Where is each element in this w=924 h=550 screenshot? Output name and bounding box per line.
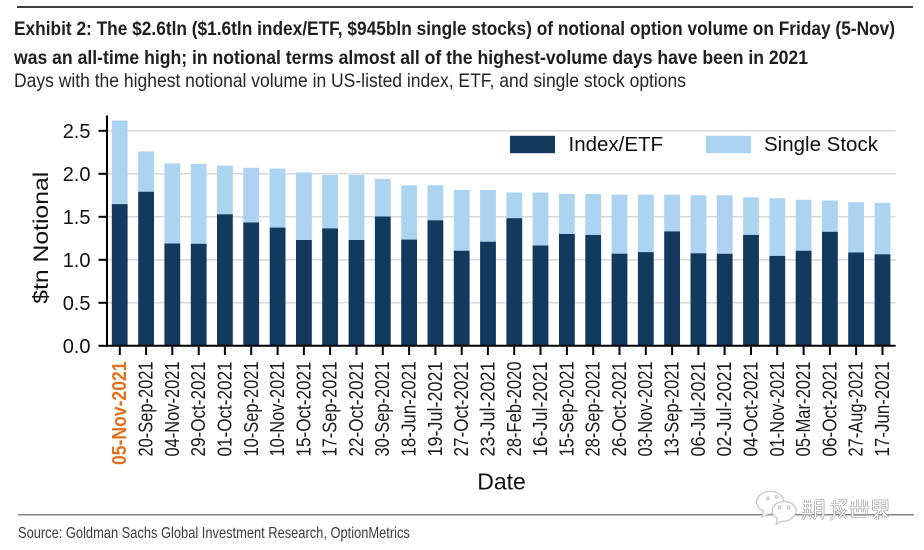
- svg-text:22-Oct-2021: 22-Oct-2021: [346, 362, 368, 457]
- svg-text:10-Nov-2021: 10-Nov-2021: [267, 362, 289, 457]
- svg-text:10-Sep-2021: 10-Sep-2021: [241, 362, 263, 457]
- svg-text:18-Jun-2021: 18-Jun-2021: [399, 362, 421, 457]
- svg-text:16-Jul-2021: 16-Jul-2021: [530, 362, 552, 457]
- svg-text:1.0: 1.0: [63, 250, 91, 272]
- svg-text:06-Jul-2021: 06-Jul-2021: [688, 362, 710, 457]
- svg-text:28-Sep-2021: 28-Sep-2021: [583, 362, 605, 457]
- svg-text:20-Sep-2021: 20-Sep-2021: [136, 362, 158, 457]
- svg-text:05-Nov-2021: 05-Nov-2021: [109, 362, 131, 466]
- svg-text:1.5: 1.5: [63, 207, 91, 229]
- svg-text:0.5: 0.5: [63, 293, 91, 315]
- svg-text:05-Mar-2021: 05-Mar-2021: [793, 362, 815, 457]
- svg-text:15-Oct-2021: 15-Oct-2021: [293, 362, 315, 457]
- svg-text:02-Jul-2021: 02-Jul-2021: [714, 362, 736, 457]
- svg-text:19-Jul-2021: 19-Jul-2021: [425, 362, 447, 457]
- svg-text:04-Nov-2021: 04-Nov-2021: [162, 362, 184, 457]
- svg-text:01-Oct-2021: 01-Oct-2021: [214, 362, 236, 457]
- svg-text:04-Oct-2021: 04-Oct-2021: [741, 362, 763, 457]
- svg-text:30-Sep-2021: 30-Sep-2021: [372, 362, 394, 457]
- svg-text:17-Sep-2021: 17-Sep-2021: [320, 362, 342, 457]
- svg-text:2.5: 2.5: [63, 121, 91, 143]
- svg-text:2.0: 2.0: [63, 164, 91, 186]
- svg-text:29-Oct-2021: 29-Oct-2021: [188, 362, 210, 457]
- svg-text:Date: Date: [477, 469, 526, 495]
- svg-text:06-Oct-2021: 06-Oct-2021: [819, 362, 841, 457]
- svg-text:23-Jul-2021: 23-Jul-2021: [477, 362, 499, 457]
- svg-text:27-Oct-2021: 27-Oct-2021: [451, 362, 473, 457]
- svg-text:$tn Notional: $tn Notional: [29, 172, 53, 304]
- svg-text:15-Sep-2021: 15-Sep-2021: [556, 362, 578, 457]
- svg-text:26-Oct-2021: 26-Oct-2021: [609, 362, 631, 457]
- svg-text:03-Nov-2021: 03-Nov-2021: [635, 362, 657, 457]
- svg-text:0.0: 0.0: [63, 336, 91, 358]
- svg-text:28-Feb-2020: 28-Feb-2020: [504, 362, 526, 457]
- svg-text:27-Aug-2021: 27-Aug-2021: [846, 362, 868, 457]
- svg-text:Single Stock: Single Stock: [764, 133, 879, 156]
- svg-text:17-Jun-2021: 17-Jun-2021: [872, 362, 894, 457]
- svg-text:Index/ETF: Index/ETF: [569, 133, 664, 156]
- svg-text:13-Sep-2021: 13-Sep-2021: [662, 362, 684, 457]
- svg-text:01-Nov-2021: 01-Nov-2021: [767, 362, 789, 457]
